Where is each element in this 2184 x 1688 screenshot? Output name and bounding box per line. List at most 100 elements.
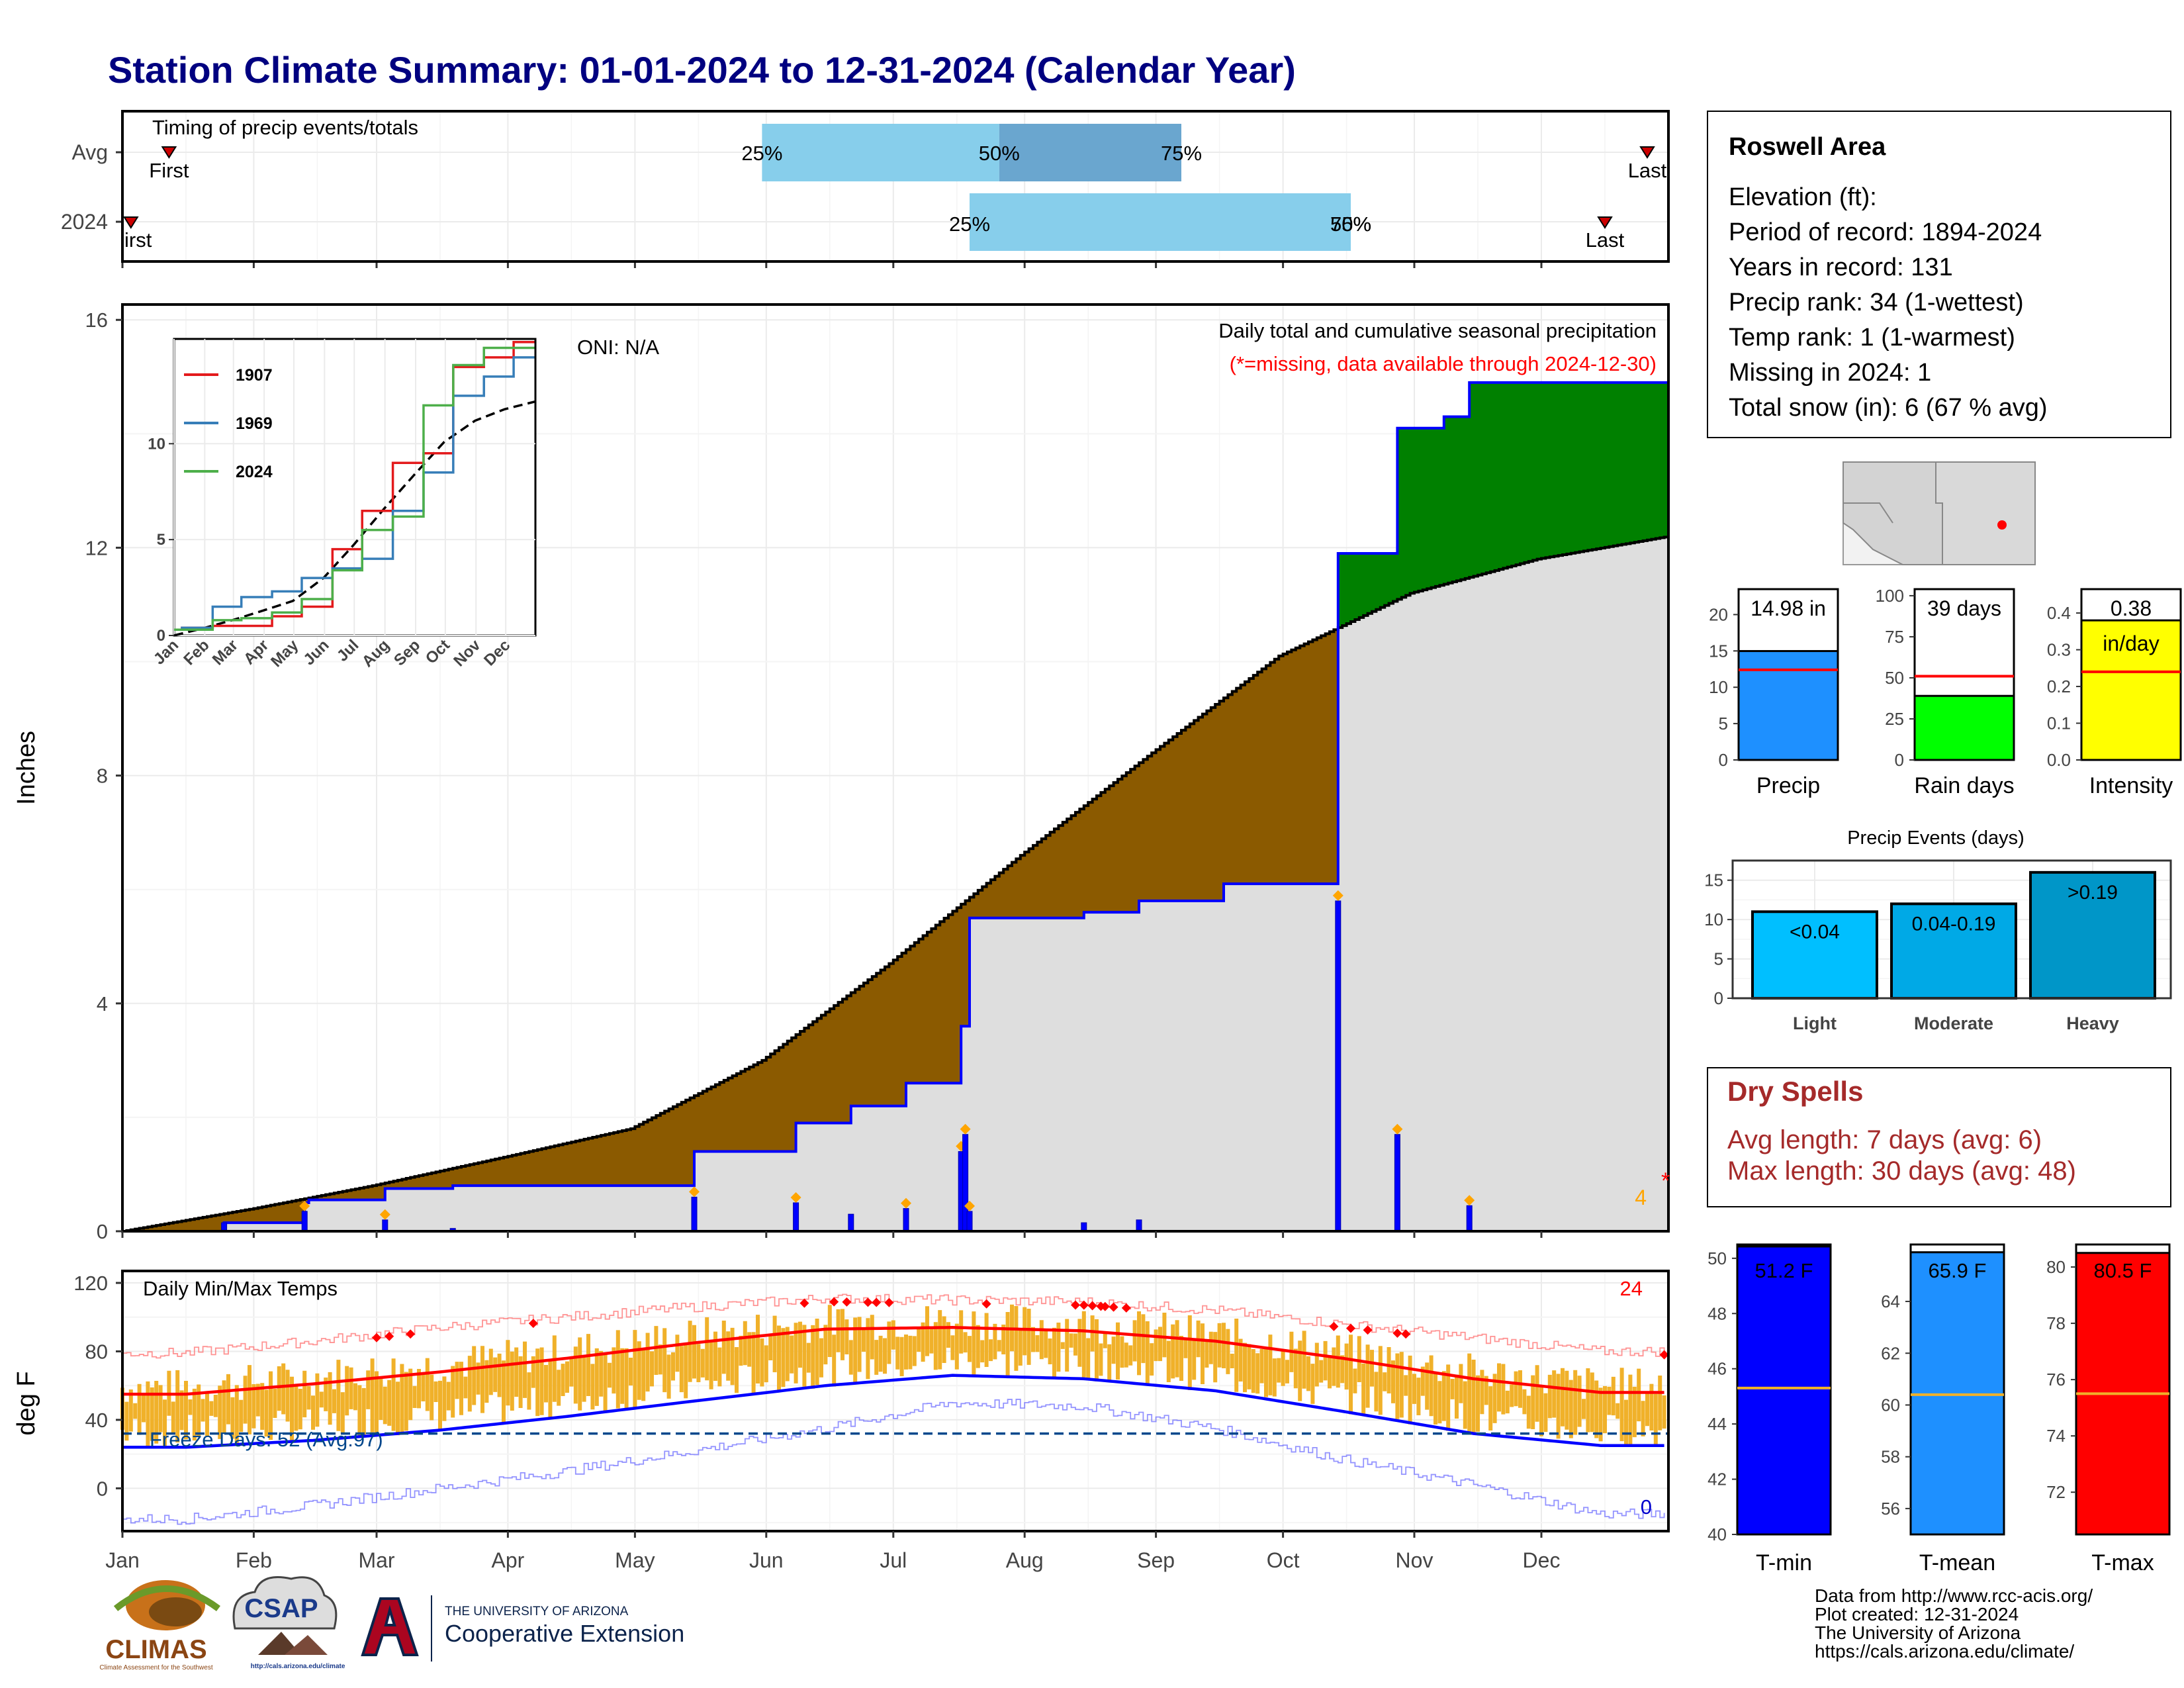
daily-precip-bar xyxy=(1466,1205,1473,1232)
freeze-days-label: Freeze Days: 52 (Avg:97) xyxy=(150,1428,383,1451)
inset-series-line xyxy=(174,356,535,632)
mini-bar-value xyxy=(2080,619,2182,761)
mini-y-label: 0.4 xyxy=(2047,603,2071,623)
y-tick-label: 16 xyxy=(85,308,108,332)
deficit-area xyxy=(126,630,1339,1231)
record-high-marker xyxy=(863,1297,873,1307)
last-marker xyxy=(1639,146,1655,159)
month-label: Jun xyxy=(749,1548,784,1572)
events-y-label: 5 xyxy=(1714,949,1723,969)
daily-precip-marker xyxy=(1332,890,1343,901)
y-tick-label: 12 xyxy=(85,536,108,559)
inset-y-label: 10 xyxy=(148,435,165,453)
precip-ylabel: Inches xyxy=(13,731,40,805)
precip-panel: 0 4 8 12 16 Inches ONI: N/A Daily total and … xyxy=(13,303,1670,1243)
mini-y-label: 0.3 xyxy=(2047,640,2071,660)
footer-line-2: Plot created: 12-31-2024 xyxy=(1815,1604,2019,1624)
mini-y-label: 15 xyxy=(1709,641,1728,661)
inset-legend-label: 1907 xyxy=(236,366,273,385)
station-info-line: Temp rank: 1 (1-warmest) xyxy=(1729,324,2015,352)
event-bar xyxy=(1890,902,2017,1000)
events-y-label: 0 xyxy=(1714,988,1723,1008)
record-high-marker xyxy=(1109,1302,1118,1312)
footer-line-4: https://cals.arizona.edu/climate/ xyxy=(1815,1641,2074,1662)
daily-precip-marker xyxy=(901,1197,911,1209)
station-info-line: Total snow (in): 6 (67 % avg) xyxy=(1729,394,2048,422)
record-high-marker xyxy=(372,1333,381,1342)
event-category-label: Heavy xyxy=(2066,1013,2119,1033)
inset-series-line xyxy=(174,346,535,632)
event-bar-label: <0.04 xyxy=(1790,921,1840,943)
y-tick-label: 40 xyxy=(85,1409,108,1432)
record-high-marker xyxy=(1087,1301,1097,1311)
mini-y-label: 100 xyxy=(1876,586,1904,606)
event-bar-label: 0.04-0.19 xyxy=(1912,913,1996,935)
month-label: Feb xyxy=(236,1548,272,1572)
dry-title: Dry Spells xyxy=(1727,1076,1863,1107)
mini-y-label: 25 xyxy=(1885,709,1904,729)
temp-bar-name: T-max xyxy=(2091,1550,2154,1575)
temp-bar-label: 51.2 F xyxy=(1755,1259,1813,1282)
daily-precip-bar xyxy=(1136,1219,1142,1232)
mini-y-label: 75 xyxy=(1885,627,1904,647)
temp-y-label: 58 xyxy=(1881,1447,1900,1467)
locator-map xyxy=(1843,461,2036,565)
dry-spells-box: Dry Spells Avg length: 7 days (avg: 6) M… xyxy=(1707,1067,2171,1207)
temp-y-label: 44 xyxy=(1707,1414,1727,1434)
y-tick-label: 8 xyxy=(97,765,108,788)
mini-y-label: 5 xyxy=(1719,714,1728,733)
month-label: Jan xyxy=(105,1548,140,1572)
record-high-count: 24 xyxy=(1620,1277,1643,1300)
record-high-marker xyxy=(1071,1300,1080,1310)
university-of-arizona-logo: THE UNIVERSITY OF ARIZONA Cooperative Ex… xyxy=(361,1595,684,1662)
record-high-marker xyxy=(1329,1321,1339,1331)
record-high-marker xyxy=(385,1331,394,1341)
record-high-marker xyxy=(981,1299,991,1309)
station-info-line: Elevation (ft): xyxy=(1729,183,1877,211)
temp-ylabel: deg F xyxy=(13,1371,40,1435)
2024-iqr-bar xyxy=(970,193,1351,251)
daily-precip-bar xyxy=(691,1196,698,1232)
oni-label: ONI: N/A xyxy=(577,336,659,359)
record-high-marker xyxy=(1363,1325,1373,1335)
y-tick-label: 80 xyxy=(85,1340,108,1363)
temp-y-label: 76 xyxy=(2046,1370,2066,1389)
month-label: Nov xyxy=(1396,1548,1433,1572)
record-high-marker xyxy=(842,1297,852,1307)
record-high-marker xyxy=(1659,1350,1669,1360)
timing-title: Timing of precip events/totals xyxy=(152,116,418,139)
record-high-marker xyxy=(1100,1301,1110,1311)
month-label: Dec xyxy=(1523,1548,1561,1572)
daily-precip-marker xyxy=(1464,1195,1475,1206)
avg-min-line xyxy=(122,1374,1664,1449)
daily-precip-marker xyxy=(960,1123,971,1135)
temp-y-label: 72 xyxy=(2046,1482,2066,1502)
avg-iqr-low-bar xyxy=(762,124,999,181)
last-marker xyxy=(1597,216,1613,229)
record-low-count: 0 xyxy=(1641,1495,1652,1519)
ua-small-text: THE UNIVERSITY OF ARIZONA xyxy=(445,1605,629,1618)
precip-events-panel: Precip Events (days) <0.04 Light 0.04-0.19… xyxy=(1704,827,2172,1036)
record-high-marker xyxy=(1401,1329,1411,1339)
avg-percentile-label: 25% xyxy=(741,142,782,165)
avg-max-line xyxy=(122,1326,1664,1396)
record-high-marker xyxy=(406,1329,416,1339)
y-tick-label: 120 xyxy=(73,1272,108,1295)
temp-y-label: 78 xyxy=(2046,1313,2066,1333)
daily-precip-bar xyxy=(966,1211,973,1232)
events-frame xyxy=(1731,859,2172,1000)
event-category-label: Light xyxy=(1793,1013,1837,1033)
timing-row-2024: 2024 xyxy=(61,210,108,234)
record-high-marker xyxy=(1392,1328,1402,1338)
daily-precip-marker xyxy=(689,1186,700,1197)
mini-bar-name: Intensity xyxy=(2089,773,2173,798)
temp-bar-value xyxy=(1736,1245,1832,1536)
2024-percentile-label: 25% xyxy=(949,212,990,236)
temp-bar-label: 80.5 F xyxy=(2094,1259,2152,1282)
station-info-line: Period of record: 1894-2024 xyxy=(1729,218,2042,246)
temp-y-label: 48 xyxy=(1707,1303,1727,1323)
daily-precip-marker xyxy=(790,1192,801,1203)
month-label: Mar xyxy=(358,1548,394,1572)
events-y-label: 10 xyxy=(1704,910,1723,929)
